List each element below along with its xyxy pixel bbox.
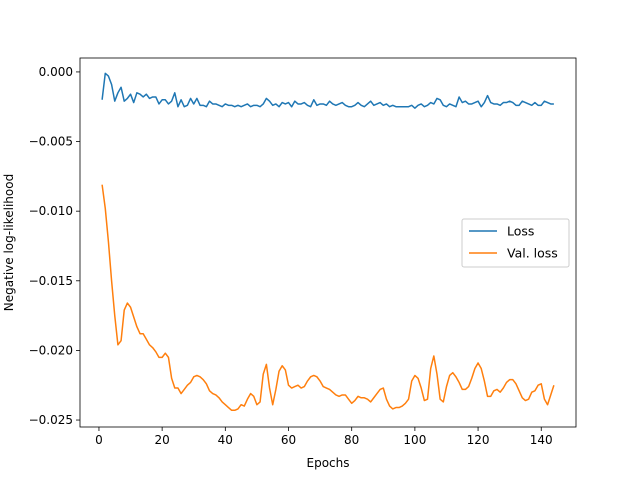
series-line-0 — [101, 72, 554, 109]
series-line-1 — [101, 184, 555, 412]
y-axis-ticks: 0.000 −0.005 −0.010 −0.015 −0.020 −0.025 — [29, 65, 80, 427]
x-tick-label: 140 — [530, 433, 553, 447]
x-tick-label: 40 — [218, 433, 233, 447]
y-tick-label: −0.015 — [29, 274, 73, 288]
plot-lines — [101, 72, 555, 412]
y-tick-label: 0.000 — [39, 65, 73, 79]
y-tick-label: −0.005 — [29, 135, 73, 149]
x-tick-label: 120 — [467, 433, 490, 447]
legend: Loss Val. loss — [461, 218, 570, 268]
y-axis-label: Negative log-likelihood — [2, 174, 16, 311]
x-tick-label: 100 — [403, 433, 426, 447]
x-axis-label: Epochs — [307, 456, 350, 470]
y-tick-label: −0.020 — [29, 343, 73, 357]
axes-frame — [79, 57, 577, 428]
x-tick-label: 60 — [281, 433, 296, 447]
legend-label: Loss — [507, 224, 534, 239]
x-tick-label: 80 — [344, 433, 359, 447]
legend-label: Val. loss — [507, 246, 558, 261]
y-tick-label: −0.010 — [29, 204, 73, 218]
x-tick-label: 20 — [154, 433, 169, 447]
x-axis-ticks: 0 20 40 60 80 100 120 140 — [95, 427, 553, 447]
x-tick-label: 0 — [95, 433, 103, 447]
y-tick-label: −0.025 — [29, 413, 73, 427]
